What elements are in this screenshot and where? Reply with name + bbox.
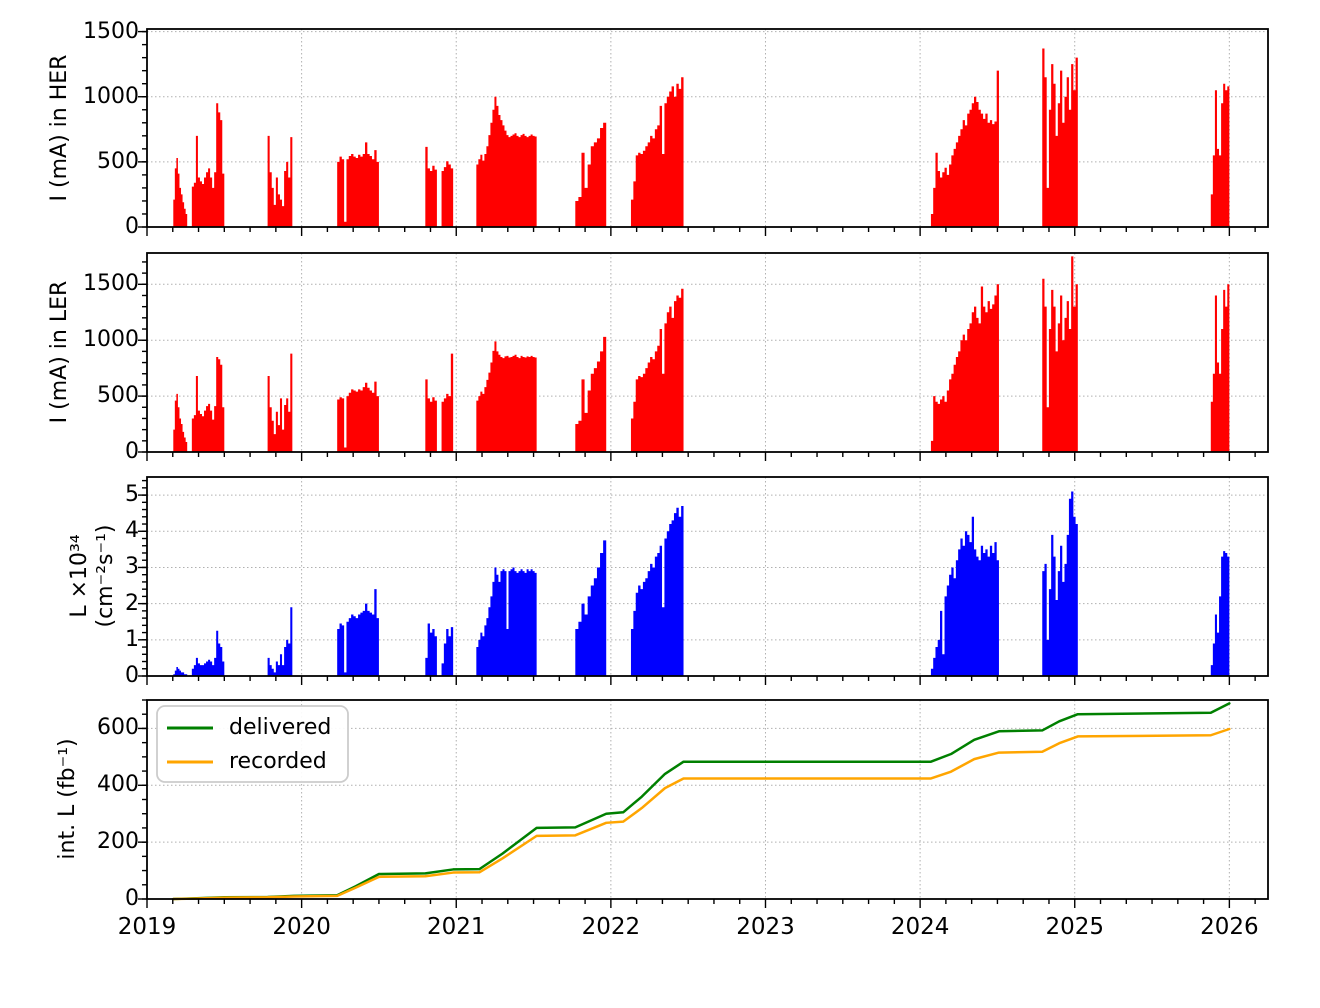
luminosity-y-tick-label: 0: [125, 663, 139, 688]
ler-current-bars: [930, 284, 999, 452]
ler-current-bars: [173, 393, 188, 452]
her-current-bars: [476, 96, 537, 228]
ler-current-bars: [425, 353, 454, 452]
x-tick-label: 2020: [272, 914, 331, 940]
her-current-bars: [173, 157, 188, 227]
ler-current-bars: [575, 336, 607, 452]
ler-current-y-tick-label: 1000: [83, 327, 139, 353]
ler-current-y-tick-label: 1500: [83, 271, 139, 297]
her-current-bars: [930, 70, 999, 228]
her-current-bars: [1042, 48, 1078, 227]
luminosity-y-tick-label: 5: [125, 482, 139, 508]
luminosity-bars: [630, 505, 684, 676]
legend-label-delivered: delivered: [229, 715, 332, 740]
ler-current-bars: [1042, 256, 1078, 452]
luminosity-y-tick-label: 2: [125, 590, 139, 616]
ler-current-y-tick-label: 0: [125, 439, 139, 464]
legend-label-recorded: recorded: [229, 749, 327, 774]
ler-current-bars: [1210, 284, 1230, 452]
luminosity-bars: [267, 607, 293, 676]
panel-luminosity: [138, 476, 1269, 685]
her-current-bars: [267, 135, 293, 227]
her-current-bars: [425, 146, 454, 227]
ler-current-bars: [630, 288, 684, 452]
luminosity-y-tick-label: 3: [125, 554, 139, 580]
her-current-y-tick-label: 1000: [83, 83, 139, 109]
ler-current-bars: [191, 356, 225, 452]
her-current-bars: [630, 77, 684, 227]
panel-ler-current: [138, 252, 1269, 461]
panel-integrated-luminosity: [138, 699, 1269, 908]
her-current-y-tick-label: 0: [125, 214, 139, 239]
ler-current-bars: [337, 381, 379, 452]
x-tick-label: 2021: [426, 914, 486, 940]
x-tick-label: 2024: [890, 914, 950, 940]
luminosity-bars: [476, 567, 537, 676]
line-recorded: [172, 727, 1231, 901]
her-current-y-tick-label: 500: [97, 148, 139, 174]
luminosity-bars: [1210, 551, 1230, 676]
her-current-bars: [1210, 83, 1230, 228]
luminosity-bars: [425, 623, 454, 676]
her-current-bars: [191, 103, 225, 227]
luminosity-bars: [1042, 491, 1078, 676]
luminosity-bars: [930, 516, 999, 676]
integrated-luminosity-y-tick-label: 400: [97, 772, 139, 798]
her-current-bars: [575, 122, 607, 227]
her-y-axis-label: I (mA) in HER: [47, 54, 72, 202]
x-tick-label: 2019: [117, 914, 177, 940]
x-tick-label: 2022: [581, 914, 641, 940]
ler-current-y-tick-label: 500: [97, 383, 139, 409]
luminosity-bars: [337, 589, 379, 676]
panel-her-current: [138, 28, 1269, 236]
her-current-y-tick-label: 1500: [83, 18, 139, 44]
x-tick-label: 2025: [1045, 914, 1104, 940]
her-current-bars: [337, 142, 379, 227]
integrated-luminosity-y-tick-label: 0: [125, 886, 139, 911]
luminosity-bars: [191, 630, 225, 676]
ler-current-bars: [267, 353, 293, 452]
ler-current-bars: [476, 341, 537, 452]
luminosity-bars: [173, 666, 188, 676]
luminosity-y-tick-label: 4: [125, 518, 139, 544]
x-tick-label: 2026: [1200, 914, 1259, 940]
luminosity-bars: [575, 540, 607, 676]
integrated-luminosity-y-tick-label: 200: [97, 829, 139, 855]
luminosity-y-tick-label: 1: [125, 626, 139, 652]
x-tick-label: 2023: [736, 914, 795, 940]
legend-box: [156, 705, 349, 783]
integrated-luminosity-y-tick-label: 600: [97, 715, 139, 741]
